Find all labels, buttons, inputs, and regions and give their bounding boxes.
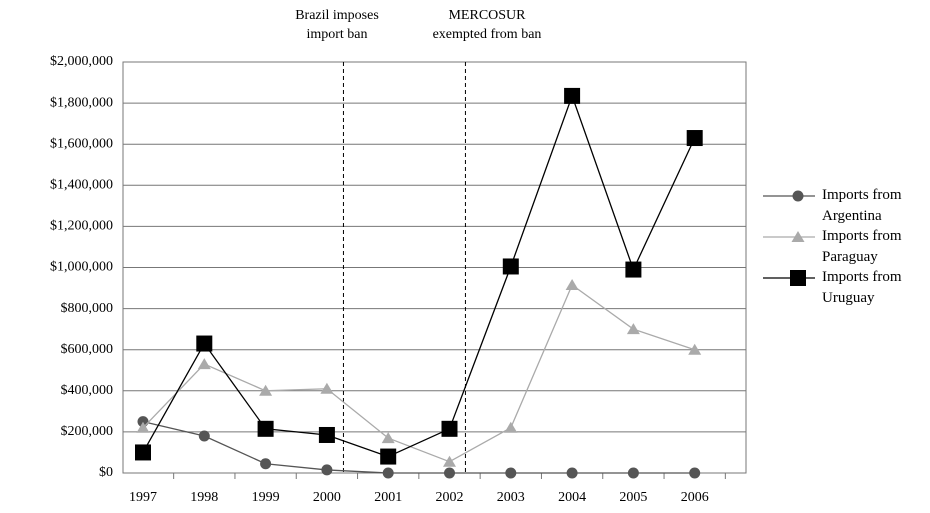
y-tick-label: $800,000 [61,301,114,316]
legend-label: Imports from Argentina [822,187,902,224]
data-point [320,382,334,394]
series-line [142,93,696,458]
annotation: Brazil imposes import ban [295,8,379,42]
data-point [444,467,455,479]
y-tick-label: $0 [99,465,113,480]
data-point [441,420,458,437]
data-point [504,421,518,433]
data-point [443,455,456,467]
data-point [198,430,210,442]
legend-label: Imports from Paraguay [822,228,902,265]
y-tick-label: $2,000,000 [50,54,113,69]
legend-marker [792,190,804,202]
data-point [625,261,642,278]
x-tick-label: 2006 [681,490,709,505]
data-point [381,432,395,444]
data-point [566,467,578,479]
legend-label: Imports from Uruguay [822,269,902,306]
x-tick-label: 2001 [374,490,402,505]
x-tick-label: 2004 [558,490,586,505]
data-point [688,343,702,355]
annotation: MERCOSUR exempted from ban [432,8,542,42]
data-point [257,420,274,437]
x-tick-label: 1998 [190,490,218,505]
x-tick-label: 1997 [129,490,157,505]
data-point [502,258,519,275]
legend-marker [791,231,805,242]
y-tick-label: $1,000,000 [50,260,113,275]
data-point [197,358,211,370]
data-point [318,426,335,443]
data-point [627,467,639,479]
data-point [136,421,150,433]
y-tick-label: $200,000 [61,424,114,439]
data-point [260,458,272,470]
y-tick-label: $600,000 [61,342,114,357]
x-tick-label: 1999 [252,490,280,505]
data-point [564,87,581,104]
data-point [196,335,213,352]
x-tick-label: 2002 [436,490,464,505]
y-tick-label: $1,800,000 [50,95,113,110]
y-tick-label: $400,000 [61,383,114,398]
series-line [142,283,695,463]
data-point [505,467,517,479]
series-line [142,420,695,474]
data-point [686,130,703,147]
data-point [565,278,579,290]
data-point [382,467,394,479]
legend-marker [790,270,806,286]
x-tick-label: 2005 [619,490,647,505]
data-point [321,464,333,476]
data-point [689,467,701,479]
data-point [135,444,151,461]
y-tick-label: $1,400,000 [50,178,113,193]
data-point [380,448,397,465]
x-tick-label: 2000 [313,490,341,505]
x-tick-label: 2003 [497,490,525,505]
data-point [259,384,273,396]
y-tick-label: $1,600,000 [50,136,113,151]
data-point [626,323,640,335]
y-tick-label: $1,200,000 [50,219,113,234]
